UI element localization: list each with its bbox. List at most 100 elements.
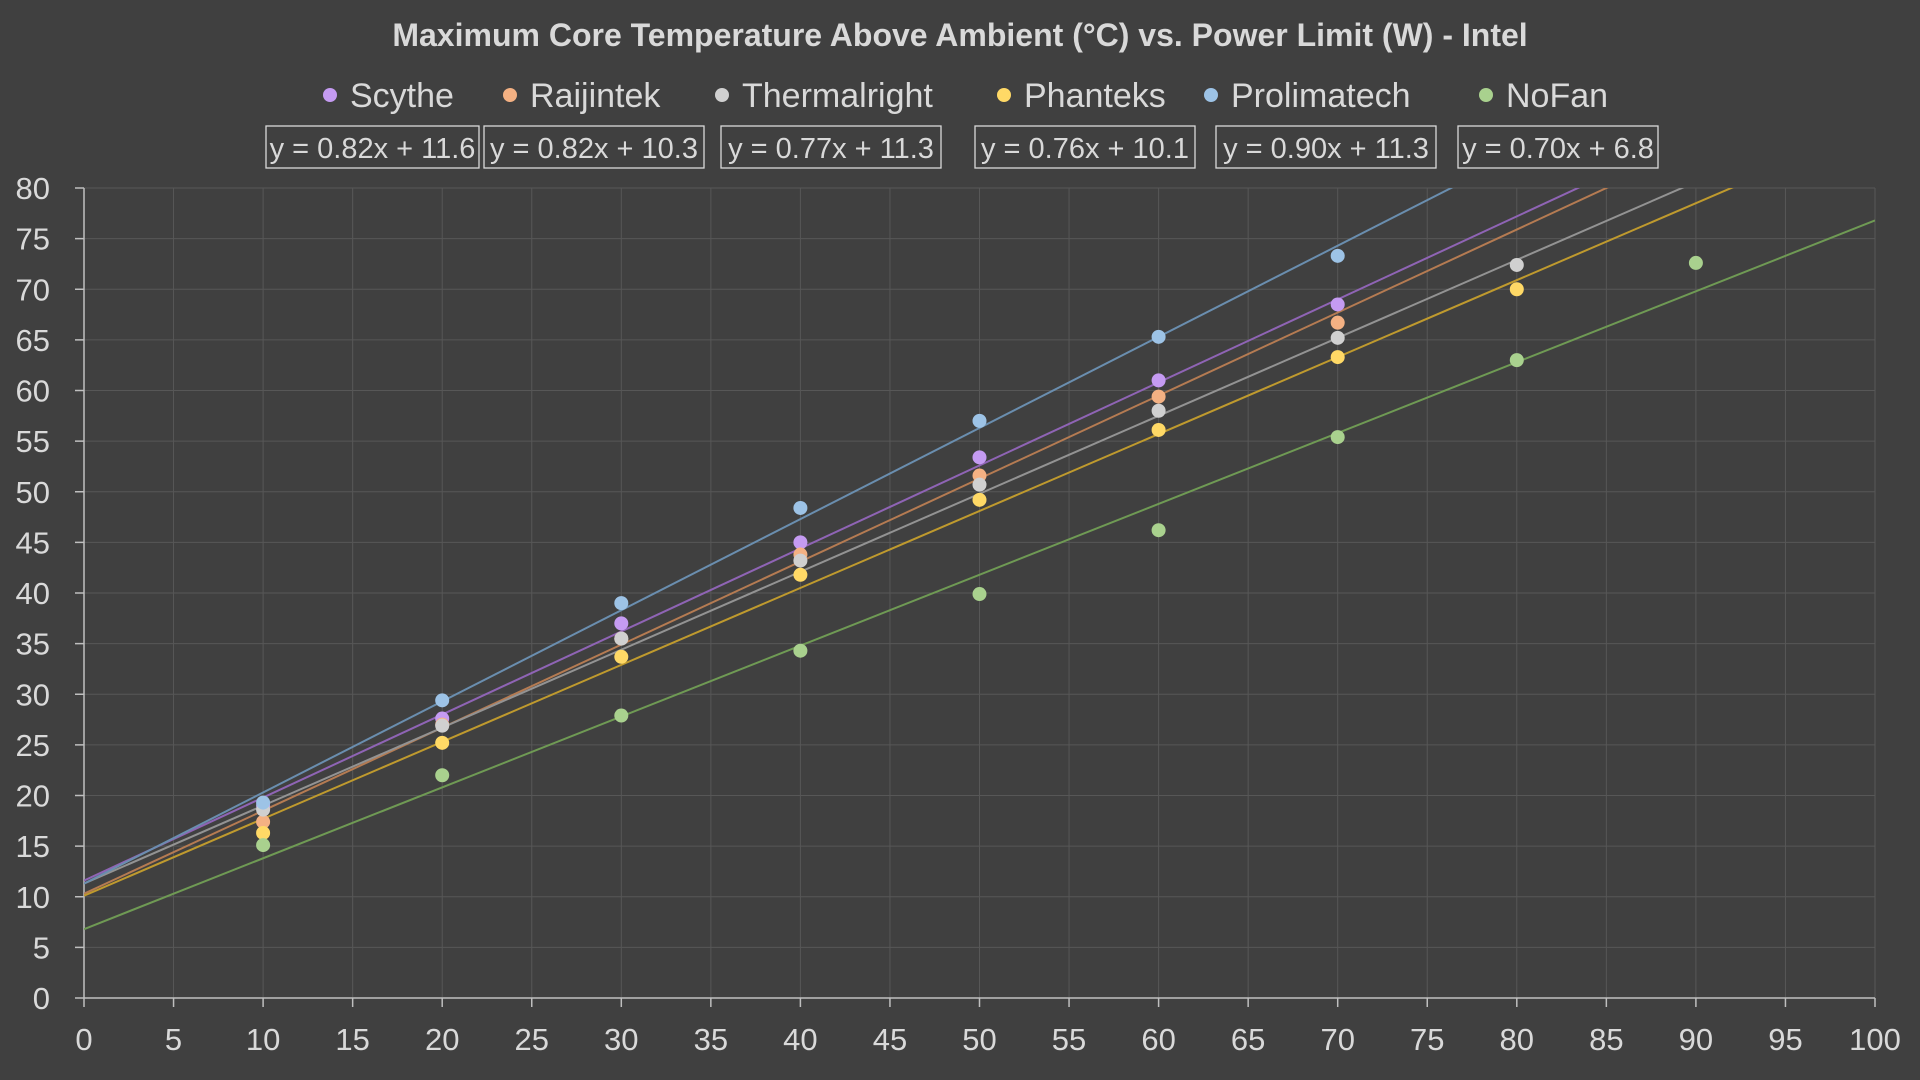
- point-prolimatech-60: [1151, 329, 1166, 344]
- point-thermalright-60: [1151, 403, 1166, 418]
- trendline-phanteks: [84, 188, 1734, 897]
- equation-text-scythe: y = 0.82x + 11.6: [270, 133, 476, 165]
- equation-text-raijintek: y = 0.82x + 10.3: [490, 133, 698, 165]
- point-nofan-50: [972, 587, 987, 602]
- y-tick-label-10: 10: [16, 880, 50, 915]
- equation-prolimatech: y = 0.90x + 11.3: [1215, 125, 1437, 169]
- x-tick-label-50: 50: [962, 1022, 996, 1057]
- legend-marker-nofan: [1479, 88, 1493, 102]
- x-tick-label-25: 25: [515, 1022, 549, 1057]
- point-thermalright-50: [972, 477, 987, 492]
- point-thermalright-70: [1330, 330, 1345, 345]
- point-phanteks-20: [435, 735, 450, 750]
- point-thermalright-40: [793, 553, 808, 568]
- point-phanteks-70: [1330, 350, 1345, 365]
- legend-item-phanteks: Phanteks: [997, 77, 1166, 115]
- equation-text-prolimatech: y = 0.90x + 11.3: [1223, 133, 1429, 165]
- y-tick-label-15: 15: [16, 829, 50, 864]
- y-tick-label-55: 55: [16, 424, 50, 459]
- tick-labels: 0 5 10 15 20 25 30 35 40 45 50 55 60 65 70 75 80 85 90 95 10…: [16, 171, 1901, 1057]
- y-tick-label-25: 25: [16, 728, 50, 763]
- point-prolimatech-50: [972, 413, 987, 428]
- point-prolimatech-70: [1330, 248, 1345, 263]
- point-thermalright-80: [1509, 257, 1524, 272]
- equation-box-phanteks: [974, 125, 1196, 169]
- point-phanteks-60: [1151, 422, 1166, 437]
- y-tick-label-40: 40: [16, 576, 50, 611]
- trendline-prolimatech: [84, 188, 1454, 885]
- legend-marker-scythe: [323, 88, 337, 102]
- legend-item-raijintek: Raijintek: [503, 77, 661, 115]
- y-tick-label-70: 70: [16, 272, 50, 307]
- x-tick-label-40: 40: [783, 1022, 817, 1057]
- y-tick-label-30: 30: [16, 677, 50, 712]
- point-phanteks-30: [614, 649, 629, 664]
- equation-thermalright: y = 0.77x + 11.3: [720, 125, 942, 169]
- legend-marker-thermalright: [715, 88, 729, 102]
- point-phanteks-50: [972, 492, 987, 507]
- point-thermalright-30: [614, 631, 629, 646]
- legend-item-prolimatech: Prolimatech: [1204, 77, 1411, 115]
- legend-label-thermalright: Thermalright: [742, 77, 933, 115]
- axes: [75, 187, 1876, 1007]
- y-tick-label-5: 5: [33, 930, 50, 965]
- grid: [84, 187, 1876, 998]
- x-tick-label-80: 80: [1500, 1022, 1534, 1057]
- x-tick-label-15: 15: [335, 1022, 369, 1057]
- point-nofan-60: [1151, 523, 1166, 538]
- equation-box-prolimatech: [1215, 125, 1437, 169]
- trendline-scythe: [84, 188, 1581, 882]
- y-tick-label-50: 50: [16, 475, 50, 510]
- x-tick-label-70: 70: [1320, 1022, 1354, 1057]
- y-tick-label-20: 20: [16, 779, 50, 814]
- point-scythe-50: [972, 450, 987, 465]
- point-scythe-30: [614, 616, 629, 631]
- x-tick-label-55: 55: [1052, 1022, 1086, 1057]
- x-tick-label-65: 65: [1231, 1022, 1265, 1057]
- point-prolimatech-10: [256, 795, 271, 810]
- point-raijintek-60: [1151, 389, 1166, 404]
- x-tick-label-5: 5: [165, 1022, 182, 1057]
- point-prolimatech-40: [793, 500, 808, 515]
- equation-phanteks: y = 0.76x + 10.1: [974, 125, 1196, 169]
- chart-title: Maximum Core Temperature Above Ambient (…: [392, 17, 1527, 53]
- legend-label-prolimatech: Prolimatech: [1231, 77, 1411, 115]
- point-thermalright-20: [435, 718, 450, 733]
- y-tick-label-60: 60: [16, 374, 50, 409]
- point-nofan-40: [793, 643, 808, 658]
- equation-text-phanteks: y = 0.76x + 10.1: [981, 133, 1189, 165]
- point-phanteks-40: [793, 567, 808, 582]
- y-tick-label-65: 65: [16, 323, 50, 358]
- x-tick-label-90: 90: [1679, 1022, 1713, 1057]
- legend-marker-prolimatech: [1204, 88, 1218, 102]
- x-tick-label-85: 85: [1589, 1022, 1623, 1057]
- equation-box-scythe: [265, 125, 480, 169]
- equation-raijintek: y = 0.82x + 10.3: [483, 125, 705, 169]
- point-phanteks-10: [256, 825, 271, 840]
- point-phanteks-80: [1509, 282, 1524, 297]
- equation-text-nofan: y = 0.70x + 6.8: [1462, 133, 1654, 165]
- y-tick-label-80: 80: [16, 171, 50, 206]
- legend-label-nofan: NoFan: [1506, 77, 1608, 115]
- legend-item-scythe: Scythe: [323, 77, 454, 115]
- point-nofan-80: [1509, 353, 1524, 368]
- x-tick-label-45: 45: [873, 1022, 907, 1057]
- point-raijintek-70: [1330, 315, 1345, 330]
- equation-box-thermalright: [720, 125, 942, 169]
- point-prolimatech-20: [435, 693, 450, 708]
- y-tick-label-75: 75: [16, 222, 50, 257]
- legend-item-nofan: NoFan: [1479, 77, 1608, 115]
- point-scythe-70: [1330, 297, 1345, 312]
- trendline-equations: y = 0.82x + 11.6 y = 0.82x + 10.3 y = 0.77…: [265, 125, 1659, 169]
- y-tick-label-0: 0: [33, 981, 50, 1016]
- x-tick-label-100: 100: [1849, 1022, 1901, 1057]
- legend-item-thermalright: Thermalright: [715, 77, 933, 115]
- equation-text-thermalright: y = 0.77x + 11.3: [728, 133, 934, 165]
- legend: Scythe Raijintek Thermalright Phanteks Proli…: [323, 77, 1608, 115]
- x-tick-label-75: 75: [1410, 1022, 1444, 1057]
- point-scythe-60: [1151, 373, 1166, 388]
- equation-box-raijintek: [483, 125, 705, 169]
- data-points: [256, 248, 1703, 853]
